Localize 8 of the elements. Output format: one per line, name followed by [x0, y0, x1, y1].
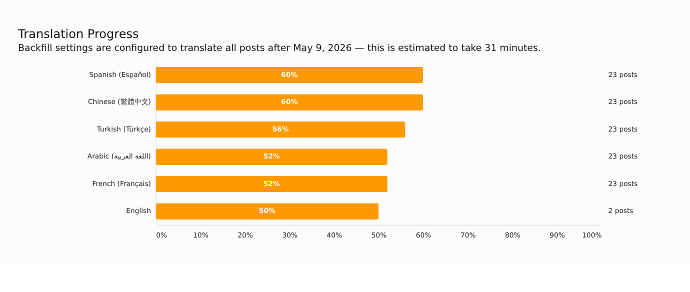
chart-subtitle: Backfill settings are configured to translate all posts after May 9, 2026 — this is estimated to take 31 minutes. — [18, 43, 541, 54]
bar — [156, 121, 406, 138]
chart-title: Translation Progress — [17, 27, 139, 42]
bar — [156, 203, 379, 220]
bar — [156, 94, 424, 110]
bar — [156, 66, 424, 84]
bar — [156, 148, 388, 165]
bar — [156, 176, 388, 192]
